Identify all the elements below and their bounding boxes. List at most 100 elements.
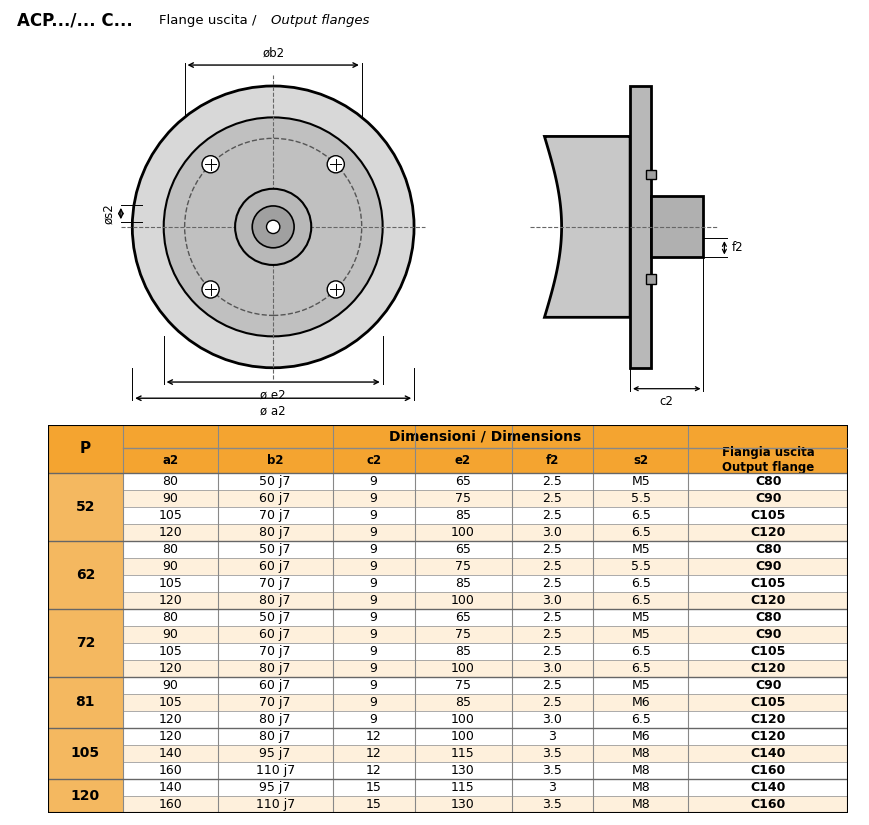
Bar: [217, 447, 332, 473]
Bar: [123, 609, 217, 625]
Bar: [123, 540, 217, 558]
Text: 6.5: 6.5: [630, 577, 650, 590]
FancyBboxPatch shape: [646, 170, 655, 179]
Text: 6.5: 6.5: [630, 526, 650, 539]
Bar: [123, 489, 217, 507]
Bar: [687, 592, 847, 609]
Bar: [593, 676, 687, 694]
Bar: [123, 745, 217, 761]
Bar: [123, 524, 217, 540]
Text: 95 j7: 95 j7: [259, 747, 290, 760]
Text: 9: 9: [369, 593, 377, 606]
Bar: [123, 728, 217, 745]
Text: 2.5: 2.5: [542, 577, 561, 590]
Text: C120: C120: [750, 729, 785, 742]
Bar: [687, 728, 847, 745]
Text: 2.5: 2.5: [542, 679, 561, 691]
Bar: [123, 473, 217, 489]
Text: 60 j7: 60 j7: [259, 492, 290, 505]
Text: M6: M6: [631, 729, 649, 742]
Text: C105: C105: [750, 695, 785, 709]
Text: 50 j7: 50 j7: [259, 474, 290, 488]
Bar: [217, 540, 332, 558]
Text: 9: 9: [369, 610, 377, 624]
Text: 80 j7: 80 j7: [259, 729, 290, 742]
Text: 9: 9: [369, 679, 377, 691]
Bar: [123, 761, 217, 779]
Circle shape: [327, 156, 344, 173]
Text: c2: c2: [659, 395, 673, 408]
Text: 9: 9: [369, 662, 377, 675]
Bar: [415, 694, 511, 710]
Bar: [687, 609, 847, 625]
Circle shape: [202, 280, 219, 298]
Bar: [687, 574, 847, 592]
Bar: [511, 592, 593, 609]
Bar: [123, 643, 217, 660]
Circle shape: [202, 156, 219, 173]
Text: 85: 85: [454, 577, 470, 590]
Bar: [511, 643, 593, 660]
Text: C160: C160: [750, 764, 785, 776]
Text: M6: M6: [631, 695, 649, 709]
Text: 75: 75: [454, 679, 470, 691]
Bar: [123, 625, 217, 643]
Bar: [217, 473, 332, 489]
Text: 105: 105: [158, 644, 182, 658]
Bar: [332, 676, 415, 694]
Bar: [217, 745, 332, 761]
Bar: [511, 761, 593, 779]
Bar: [593, 779, 687, 795]
Bar: [123, 574, 217, 592]
Bar: [217, 507, 332, 524]
Bar: [511, 676, 593, 694]
Text: 2.5: 2.5: [542, 543, 561, 555]
Text: 75: 75: [454, 628, 470, 640]
Bar: [332, 507, 415, 524]
Text: M8: M8: [631, 747, 649, 760]
Text: 80: 80: [163, 610, 178, 624]
Text: 9: 9: [369, 543, 377, 555]
Text: Output flanges: Output flanges: [271, 14, 369, 27]
Text: 2.5: 2.5: [542, 508, 561, 521]
Text: 50 j7: 50 j7: [259, 610, 290, 624]
Bar: [48, 473, 123, 540]
Bar: [687, 779, 847, 795]
Text: 9: 9: [369, 526, 377, 539]
Bar: [511, 609, 593, 625]
Bar: [332, 779, 415, 795]
Text: 120: 120: [158, 593, 182, 606]
Text: M5: M5: [631, 543, 649, 555]
Bar: [123, 795, 217, 813]
Text: 52: 52: [76, 500, 95, 513]
Bar: [511, 473, 593, 489]
Bar: [123, 676, 217, 694]
Text: 3.5: 3.5: [542, 747, 561, 760]
Bar: [415, 592, 511, 609]
Text: 6.5: 6.5: [630, 713, 650, 726]
Text: M8: M8: [631, 780, 649, 794]
Bar: [687, 447, 847, 473]
Bar: [511, 779, 593, 795]
Text: M5: M5: [631, 474, 649, 488]
Bar: [123, 507, 217, 524]
Bar: [511, 660, 593, 676]
Bar: [687, 643, 847, 660]
Bar: [415, 625, 511, 643]
Text: 105: 105: [70, 746, 100, 760]
Text: 12: 12: [365, 764, 381, 776]
Bar: [332, 609, 415, 625]
Text: 85: 85: [454, 644, 470, 658]
Bar: [415, 660, 511, 676]
Text: 2.5: 2.5: [542, 610, 561, 624]
Bar: [593, 643, 687, 660]
Bar: [415, 447, 511, 473]
Bar: [332, 625, 415, 643]
Text: C120: C120: [750, 713, 785, 726]
Text: 80 j7: 80 j7: [259, 526, 290, 539]
Text: M5: M5: [631, 610, 649, 624]
Text: 120: 120: [70, 789, 100, 803]
Bar: [593, 728, 687, 745]
Text: 90: 90: [163, 492, 178, 505]
Text: 2.5: 2.5: [542, 474, 561, 488]
